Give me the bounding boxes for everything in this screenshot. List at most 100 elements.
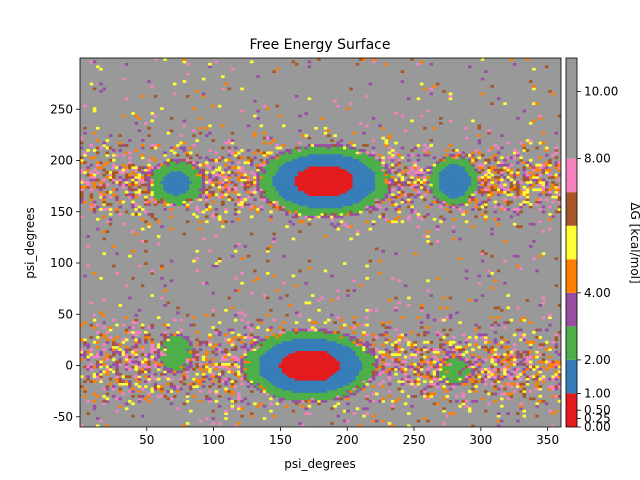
heatmap-cell <box>455 161 459 165</box>
heatmap-cell <box>185 208 190 211</box>
heatmap-cell <box>381 365 385 369</box>
heatmap-cell <box>448 92 453 96</box>
heatmap-cell <box>349 350 353 354</box>
heatmap-cell <box>317 210 321 214</box>
heatmap-cell <box>243 343 248 347</box>
heatmap-cell <box>102 203 106 206</box>
heatmap-cell <box>410 58 414 61</box>
heatmap-cell <box>169 193 174 197</box>
heatmap-cell <box>455 200 459 204</box>
heatmap-cell <box>442 335 446 339</box>
heatmap-cell <box>172 335 177 339</box>
heatmap-cell <box>326 331 331 334</box>
heatmap-cell <box>169 215 174 219</box>
heatmap-cell <box>439 360 443 364</box>
heatmap-cell <box>387 390 392 393</box>
heatmap-cell <box>278 195 283 199</box>
heatmap-cell <box>464 185 469 189</box>
heatmap-cell <box>166 367 171 371</box>
heatmap-cell <box>362 387 366 391</box>
heatmap-cell <box>310 350 315 354</box>
heatmap-cell <box>346 350 350 354</box>
heatmap-cell <box>301 176 305 179</box>
heatmap-cell <box>419 173 424 177</box>
heatmap-cell <box>342 198 347 201</box>
heatmap-cell <box>432 365 437 369</box>
heatmap-cell <box>272 414 276 418</box>
heatmap-cell <box>413 183 417 187</box>
heatmap-cell <box>365 372 369 376</box>
heatmap-cell <box>192 168 196 172</box>
heatmap-cell <box>115 380 119 384</box>
heatmap-cell <box>435 353 440 356</box>
heatmap-cell <box>435 350 440 354</box>
heatmap-cell <box>285 367 289 371</box>
heatmap-cell <box>211 264 215 268</box>
heatmap-cell <box>192 323 196 327</box>
heatmap-cell <box>310 370 315 374</box>
heatmap-cell <box>365 382 369 386</box>
heatmap-cell <box>435 365 440 369</box>
heatmap-cell <box>262 141 267 145</box>
heatmap-cell <box>298 146 302 150</box>
heatmap-cell <box>291 203 296 206</box>
heatmap-cell <box>323 185 328 189</box>
heatmap-cell <box>304 210 308 214</box>
heatmap-cell <box>233 345 238 349</box>
heatmap-cell <box>381 161 385 165</box>
heatmap-cell <box>105 203 110 206</box>
heatmap-cell <box>205 343 209 347</box>
heatmap-cell <box>362 178 366 182</box>
heatmap-cell <box>140 178 145 182</box>
heatmap-cell <box>278 166 283 169</box>
heatmap-cell <box>419 308 424 312</box>
heatmap-cell <box>169 200 174 204</box>
heatmap-cell <box>230 131 235 135</box>
heatmap-cell <box>185 168 190 172</box>
heatmap-cell <box>455 158 459 162</box>
heatmap-cell <box>362 380 366 384</box>
heatmap-cell <box>144 367 148 371</box>
heatmap-cell <box>294 340 299 344</box>
heatmap-cell <box>96 166 100 169</box>
heatmap-cell <box>387 321 392 324</box>
heatmap-cell <box>326 178 331 182</box>
heatmap-cell <box>169 129 174 133</box>
heatmap-cell <box>333 171 337 174</box>
heatmap-cell <box>387 326 392 329</box>
heatmap-cell <box>442 358 446 361</box>
heatmap-cell <box>253 173 257 177</box>
heatmap-cell <box>365 276 369 280</box>
heatmap-cell <box>160 168 164 172</box>
heatmap-cell <box>346 358 350 361</box>
heatmap-cell <box>269 156 273 160</box>
heatmap-cell <box>246 380 251 384</box>
heatmap-cell <box>301 367 305 371</box>
heatmap-cell <box>278 355 283 359</box>
heatmap-cell <box>195 193 199 197</box>
heatmap-cell <box>134 195 139 199</box>
heatmap-cell <box>256 355 260 359</box>
heatmap-cell <box>214 193 219 197</box>
heatmap-cell <box>282 387 286 391</box>
heatmap-cell <box>198 198 203 201</box>
heatmap-cell <box>253 198 257 201</box>
heatmap-cell <box>217 259 222 263</box>
heatmap-cell <box>112 370 116 374</box>
heatmap-cell <box>246 365 251 369</box>
heatmap-cell <box>262 185 267 189</box>
heatmap-cell <box>201 380 206 384</box>
heatmap-cell <box>336 104 341 108</box>
heatmap-cell <box>368 343 373 347</box>
heatmap-cell <box>455 181 459 184</box>
heatmap-cell <box>144 385 148 388</box>
heatmap-cell <box>410 168 414 172</box>
heatmap-cell <box>108 355 113 359</box>
heatmap-cell <box>381 358 385 361</box>
heatmap-cell <box>461 399 466 403</box>
heatmap-cell <box>355 156 360 160</box>
heatmap-cell <box>336 363 341 366</box>
heatmap-cell <box>118 200 122 204</box>
heatmap-cell <box>189 195 193 199</box>
heatmap-cell <box>198 343 203 347</box>
